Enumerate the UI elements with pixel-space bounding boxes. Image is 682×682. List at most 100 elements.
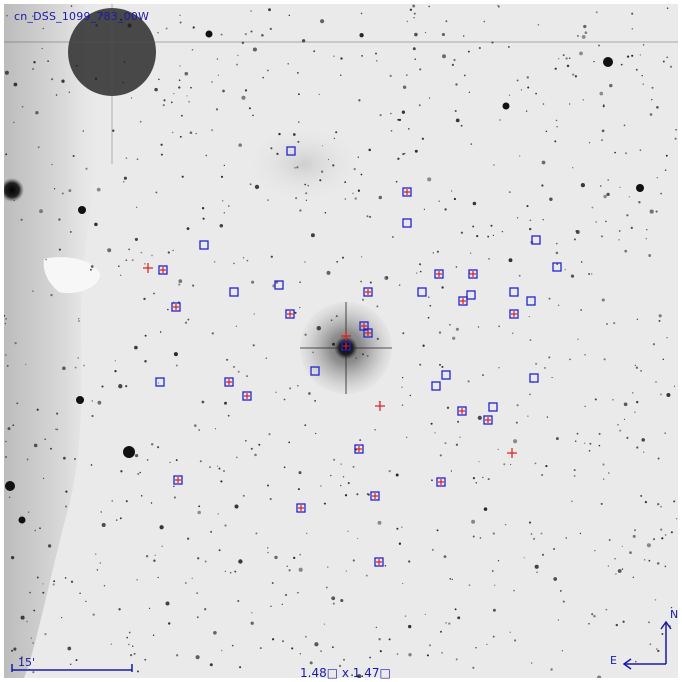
field-star <box>314 400 316 402</box>
field-star <box>609 83 613 88</box>
field-star <box>248 107 251 110</box>
field-star <box>134 237 138 241</box>
field-star <box>606 192 610 197</box>
field-star <box>42 583 44 585</box>
field-star <box>167 308 169 311</box>
catalog-square-marker <box>363 287 373 297</box>
field-star <box>664 534 667 536</box>
field-star <box>268 8 271 12</box>
field-star <box>428 97 431 99</box>
field-star <box>319 179 322 182</box>
field-star <box>530 662 533 664</box>
field-star <box>137 473 140 475</box>
field-star <box>617 423 619 426</box>
field-star <box>660 505 662 508</box>
field-star <box>384 564 387 567</box>
field-star <box>155 191 158 194</box>
catalog-cross-marker <box>438 479 444 485</box>
field-star <box>649 209 654 214</box>
field-star <box>345 570 347 572</box>
field-star <box>320 650 322 652</box>
field-star <box>227 205 230 207</box>
field-star <box>299 281 301 283</box>
field-star <box>491 41 494 44</box>
field-star <box>646 543 651 548</box>
field-star <box>516 217 519 219</box>
field-star <box>82 130 85 132</box>
field-star <box>509 631 511 633</box>
field-star <box>154 87 158 92</box>
field-star <box>600 502 603 505</box>
field-star <box>621 545 623 547</box>
field-star <box>55 428 57 431</box>
field-star <box>68 91 70 93</box>
field-star <box>159 525 164 530</box>
bright-star <box>123 446 135 458</box>
field-star <box>267 551 269 554</box>
field-star <box>26 458 29 461</box>
catalog-square-marker <box>402 218 412 228</box>
field-star <box>178 79 181 82</box>
field-star <box>239 666 242 669</box>
field-star <box>217 74 219 76</box>
field-star <box>641 438 645 442</box>
field-star <box>167 251 170 254</box>
field-star <box>657 457 660 460</box>
field-star <box>463 74 466 77</box>
field-star <box>655 210 658 213</box>
field-star <box>588 142 591 144</box>
field-star <box>471 519 476 524</box>
field-star <box>589 442 592 445</box>
field-star <box>497 5 500 8</box>
field-star <box>641 74 643 77</box>
catalog-square-marker <box>296 503 306 513</box>
field-star <box>323 623 326 625</box>
field-star <box>540 532 543 535</box>
field-star <box>561 650 564 652</box>
catalog-cross-marker <box>485 417 491 423</box>
field-star <box>323 502 326 505</box>
field-star <box>89 268 92 271</box>
field-star <box>443 555 447 558</box>
field-star <box>548 297 551 300</box>
field-star <box>488 258 490 260</box>
field-star <box>340 484 342 487</box>
field-star <box>444 442 447 445</box>
field-star <box>518 274 521 277</box>
field-star <box>426 654 429 657</box>
field-star <box>186 537 190 540</box>
field-star <box>351 674 353 677</box>
field-star <box>622 620 625 623</box>
field-star <box>477 415 482 420</box>
catalog-square-marker <box>224 377 234 387</box>
field-star <box>304 183 307 186</box>
field-star <box>580 182 586 188</box>
field-star <box>144 360 147 363</box>
field-star <box>661 632 664 636</box>
field-star <box>369 215 372 218</box>
field-star <box>295 197 298 200</box>
field-star <box>101 14 104 16</box>
field-star <box>621 568 624 570</box>
field-star <box>429 304 432 307</box>
field-star <box>128 631 131 634</box>
field-star <box>226 358 229 361</box>
field-star <box>407 128 410 130</box>
catalog-square-marker <box>242 391 252 401</box>
field-star <box>378 195 383 200</box>
field-star <box>304 424 307 427</box>
field-star <box>534 564 539 569</box>
bright-star <box>205 30 213 38</box>
field-star <box>455 327 459 331</box>
field-star <box>50 293 53 297</box>
catalog-square-marker <box>370 491 380 501</box>
field-star <box>492 635 495 638</box>
scale-bar-icon <box>11 664 133 672</box>
field-star <box>58 218 61 221</box>
field-star <box>571 500 573 502</box>
field-star <box>404 615 407 617</box>
field-star <box>46 10 48 13</box>
field-star <box>325 586 328 589</box>
north-east-compass-icon <box>622 620 672 670</box>
field-star <box>594 550 596 552</box>
